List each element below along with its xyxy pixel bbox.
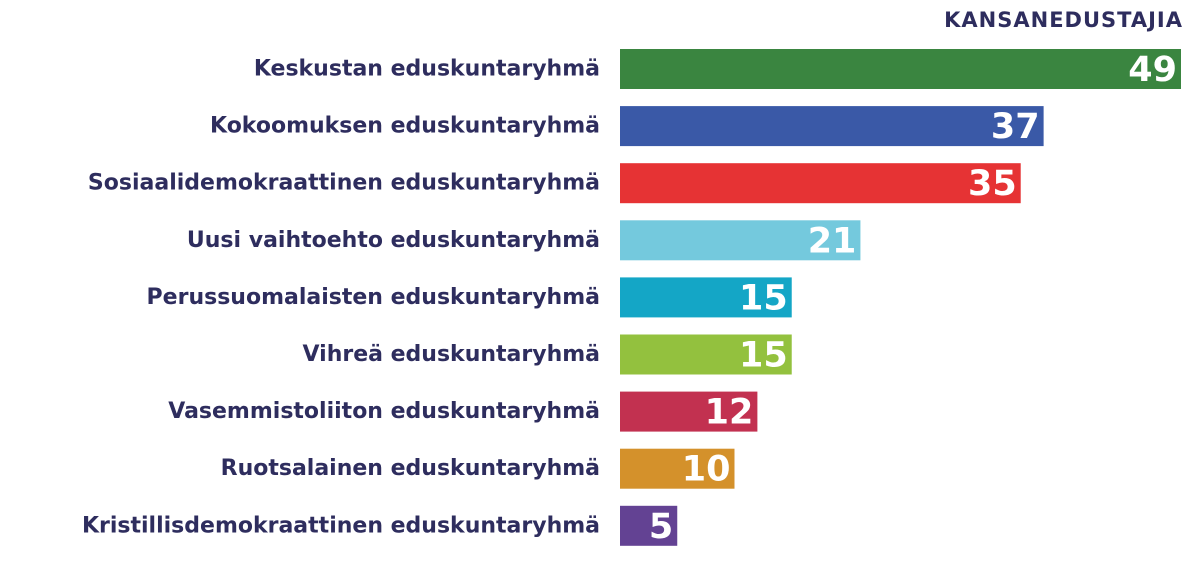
bar: [620, 334, 792, 375]
category-label: Vihreä eduskuntaryhmä: [303, 342, 600, 367]
value-label: 5: [649, 507, 673, 547]
value-column-header: KANSANEDUSTAJIA: [944, 8, 1183, 32]
bar: [620, 49, 1181, 89]
category-label: Keskustan eduskuntaryhmä: [254, 57, 600, 82]
category-label: Perussuomalaisten eduskuntaryhmä: [147, 285, 600, 310]
value-label: 37: [991, 107, 1040, 147]
category-label: Ruotsalainen eduskuntaryhmä: [221, 456, 600, 481]
category-label: Uusi vaihtoehto eduskuntaryhmä: [187, 228, 600, 253]
bar: [620, 220, 861, 261]
value-label: 49: [1128, 50, 1177, 90]
bar-row: Uusi vaihtoehto eduskuntaryhmä 21: [187, 220, 861, 261]
bar-row: Kristillisdemokraattinen eduskuntaryhmä 5: [82, 505, 678, 547]
category-label: Kokoomuksen eduskuntaryhmä: [210, 114, 600, 139]
bar: [620, 505, 678, 546]
bar: [620, 106, 1044, 147]
bar-row: Vihreä eduskuntaryhmä 15: [303, 334, 792, 376]
value-label: 10: [682, 450, 731, 490]
bar-row: Kokoomuksen eduskuntaryhmä 37: [210, 106, 1044, 147]
bar-row: Keskustan eduskuntaryhmä 49: [254, 49, 1181, 90]
bar-row: Ruotsalainen eduskuntaryhmä 10: [221, 448, 735, 490]
value-label: 21: [808, 221, 857, 261]
value-label: 35: [968, 164, 1017, 204]
category-label: Vasemmistoliiton eduskuntaryhmä: [168, 399, 600, 424]
bar-row: Sosiaalidemokraattinen eduskuntaryhmä 35: [88, 163, 1021, 204]
bar: [620, 391, 758, 432]
category-label: Kristillisdemokraattinen eduskuntaryhmä: [82, 513, 600, 538]
value-label: 15: [739, 336, 788, 376]
bar-row: Perussuomalaisten eduskuntaryhmä 15: [147, 277, 792, 318]
bar: [620, 277, 792, 318]
bar: [620, 163, 1021, 204]
bar-row: Vasemmistoliiton eduskuntaryhmä 12: [168, 391, 758, 433]
category-label: Sosiaalidemokraattinen eduskuntaryhmä: [88, 171, 600, 196]
value-label: 12: [705, 393, 754, 433]
value-label: 15: [739, 278, 788, 318]
bar: [620, 448, 735, 489]
